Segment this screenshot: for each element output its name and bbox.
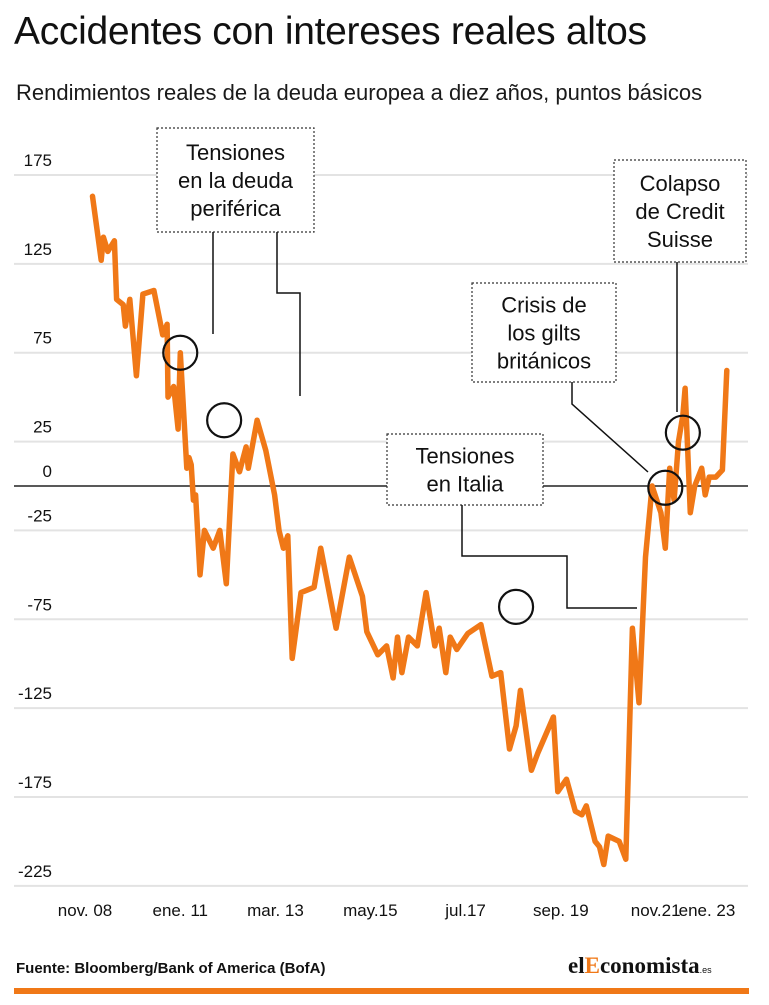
annotation-label: los gilts: [507, 321, 580, 346]
bottom-accent-bar: [14, 988, 749, 994]
annotation-label: británicos: [497, 349, 591, 374]
annotation-box: [471, 282, 617, 383]
brand-logo: elEconomista.es: [568, 953, 712, 979]
annotation-box: [156, 127, 315, 233]
annotation-circle: [206, 402, 243, 439]
annotation-label: en la deuda: [178, 168, 294, 193]
y-tick-label: 75: [33, 329, 52, 348]
source-note: Fuente: Bloomberg/Bank of America (BofA): [16, 960, 326, 977]
y-tick-label: -25: [27, 506, 52, 525]
brand-suffix: .es: [699, 965, 712, 975]
y-tick-label: -125: [18, 684, 52, 703]
annotation-circle: [664, 414, 701, 451]
x-tick-label: nov. 08: [58, 901, 113, 920]
x-tick-label: mar. 13: [247, 901, 304, 920]
chart-title: Accidentes con intereses reales altos: [14, 10, 647, 53]
x-tick-label: jul.17: [444, 901, 486, 920]
brand-prefix: el: [568, 953, 585, 978]
y-tick-label: -225: [18, 862, 52, 881]
series-line: [89, 193, 730, 868]
y-tick-label: 125: [24, 240, 52, 259]
annotation-circle: [162, 334, 199, 371]
annotation-label: de Credit: [635, 199, 724, 224]
annotation-box: [613, 159, 747, 263]
annotation-label: Tensiones: [415, 444, 514, 469]
y-tick-label: 25: [33, 418, 52, 437]
y-tick-label: -75: [27, 595, 52, 614]
annotation-label: Suisse: [647, 227, 713, 252]
brand-rest: conomista: [599, 953, 700, 978]
annotation-label: en Italia: [426, 472, 504, 497]
annotation-leader: [461, 505, 637, 609]
annotation-label: Crisis de: [501, 293, 587, 318]
x-tick-label: ene. 23: [679, 901, 736, 920]
x-tick-label: nov.21: [631, 901, 681, 920]
annotation-label: periférica: [190, 196, 281, 221]
annotation-leader: [276, 232, 301, 396]
x-tick-label: may.15: [343, 901, 398, 920]
y-tick-label: 175: [24, 151, 52, 170]
y-tick-label: 0: [43, 462, 52, 481]
y-tick-label: -175: [18, 773, 52, 792]
x-tick-label: ene. 11: [153, 901, 208, 920]
annotation-leader: [571, 382, 649, 473]
annotation-label: Tensiones: [186, 140, 285, 165]
annotation-circle: [497, 588, 535, 625]
brand-accent: E: [584, 953, 600, 978]
chart-subtitle: Rendimientos reales de la deuda europea …: [16, 80, 703, 105]
annotation-box: [386, 433, 544, 506]
annotation-circle: [647, 469, 684, 506]
x-tick-label: sep. 19: [533, 901, 589, 920]
annotation-label: Colapso: [640, 171, 721, 196]
